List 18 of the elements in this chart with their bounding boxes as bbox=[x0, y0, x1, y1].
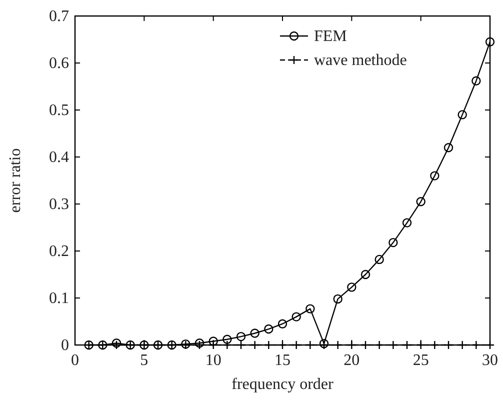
y-tick-label: 0.7 bbox=[49, 8, 69, 25]
x-tick-label: 10 bbox=[205, 352, 222, 369]
y-tick-label: 0.2 bbox=[49, 243, 69, 260]
y-tick-label: 0 bbox=[61, 337, 69, 354]
x-tick-label: 15 bbox=[274, 352, 290, 369]
x-tick-label: 5 bbox=[140, 352, 148, 369]
y-tick-label: 0.3 bbox=[49, 196, 69, 213]
y-axis-title: error ratio bbox=[7, 148, 24, 213]
y-tick-label: 0.1 bbox=[49, 290, 69, 307]
y-tick-label: 0.6 bbox=[49, 55, 69, 72]
legend-label: FEM bbox=[314, 28, 347, 45]
legend-label: wave methode bbox=[314, 52, 407, 69]
x-axis-title: frequency order bbox=[232, 376, 334, 393]
x-tick-label: 25 bbox=[412, 352, 429, 369]
x-tick-label: 30 bbox=[482, 352, 498, 369]
y-tick-label: 0.4 bbox=[49, 149, 69, 166]
y-tick-label: 0.5 bbox=[49, 102, 69, 119]
x-tick-label: 20 bbox=[344, 352, 360, 369]
